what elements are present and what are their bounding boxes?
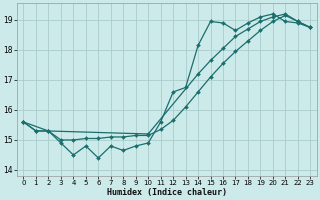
X-axis label: Humidex (Indice chaleur): Humidex (Indice chaleur): [107, 188, 227, 197]
